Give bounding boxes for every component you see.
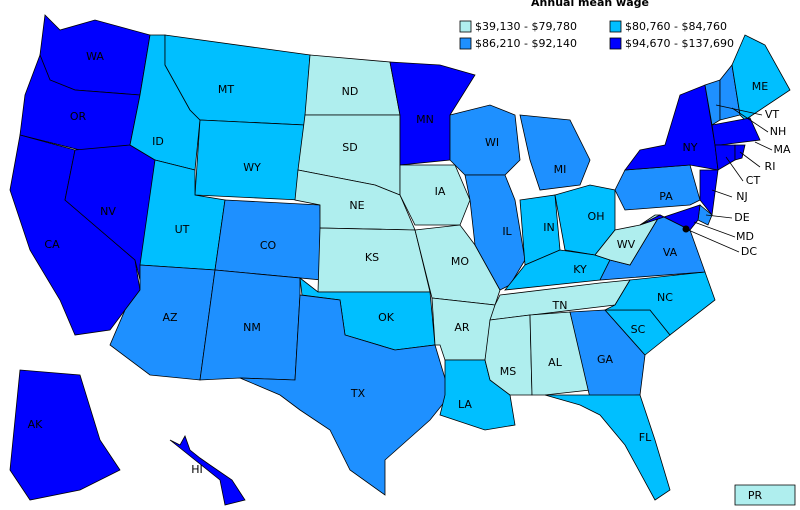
state-label: MA bbox=[773, 143, 790, 156]
state-label: DC bbox=[741, 245, 757, 258]
state bbox=[449, 104, 521, 176]
state-label: PA bbox=[659, 190, 673, 203]
state-label: MO bbox=[451, 255, 469, 268]
state bbox=[544, 394, 671, 501]
state-label: NH bbox=[770, 125, 787, 138]
state-label: NY bbox=[683, 141, 698, 154]
state-label: HI bbox=[191, 463, 203, 476]
state-label: VA bbox=[663, 246, 678, 259]
state bbox=[194, 119, 306, 201]
state-label: MN bbox=[416, 113, 434, 126]
legend-swatch bbox=[459, 20, 472, 33]
state-label: NC bbox=[657, 291, 673, 304]
states bbox=[9, 14, 796, 506]
state bbox=[714, 144, 736, 171]
state-label: AZ bbox=[162, 311, 178, 324]
state bbox=[239, 294, 451, 496]
state-label: GA bbox=[597, 353, 614, 366]
state-labels: WA OR CA NV ID MT WY UT CO AZ NM ND SD NE KS OK TX MN IA MO… bbox=[28, 50, 791, 502]
leader-line bbox=[693, 221, 736, 238]
state-label: ID bbox=[152, 135, 164, 148]
state-label: AK bbox=[28, 418, 44, 431]
state-label: KY bbox=[573, 263, 587, 276]
leader-line bbox=[754, 141, 773, 151]
state-label: VT bbox=[765, 108, 780, 121]
state-label: WY bbox=[243, 161, 261, 174]
state bbox=[614, 164, 701, 211]
state-label: CA bbox=[44, 238, 60, 251]
state-label: MD bbox=[736, 230, 754, 243]
leader-line bbox=[715, 104, 763, 116]
state-label: NM bbox=[243, 321, 261, 334]
state-label: NV bbox=[100, 205, 116, 218]
state-label: OH bbox=[588, 210, 605, 223]
legend-swatch bbox=[459, 37, 472, 50]
state-label: SD bbox=[342, 141, 357, 154]
state bbox=[169, 435, 246, 506]
state-label: TX bbox=[350, 387, 366, 400]
state bbox=[711, 117, 761, 146]
state bbox=[639, 204, 701, 231]
state-label: WA bbox=[86, 50, 104, 63]
legend-title: Annual mean wage bbox=[531, 0, 649, 9]
state-label: TN bbox=[552, 299, 568, 312]
state-label: IN bbox=[543, 221, 554, 234]
leader-line bbox=[725, 156, 744, 182]
state bbox=[734, 484, 796, 506]
state-label: DE bbox=[734, 211, 749, 224]
state bbox=[9, 369, 121, 501]
legend-label: $80,760 - $84,760 bbox=[625, 20, 727, 33]
state-label: SC bbox=[631, 323, 646, 336]
state bbox=[604, 271, 716, 336]
legend-label: $86,210 - $92,140 bbox=[475, 37, 577, 50]
state-label: PR bbox=[748, 489, 763, 502]
state-label: IL bbox=[502, 225, 512, 238]
state-label: WI bbox=[485, 136, 499, 149]
state-label: MI bbox=[554, 163, 567, 176]
state bbox=[594, 214, 661, 266]
legend-swatch bbox=[609, 20, 622, 33]
state bbox=[569, 309, 646, 399]
state-label: WV bbox=[617, 238, 636, 251]
state-label: MT bbox=[218, 83, 234, 96]
state-label: AR bbox=[454, 321, 470, 334]
leader-line bbox=[685, 228, 740, 253]
leader-line bbox=[739, 151, 761, 168]
state-label: ME bbox=[752, 80, 768, 93]
state-label: CT bbox=[746, 174, 761, 187]
state-label: FL bbox=[639, 431, 652, 444]
state-label: OR bbox=[70, 110, 87, 123]
leader-line bbox=[711, 189, 733, 198]
state-label: LA bbox=[458, 398, 472, 411]
state-label: OK bbox=[378, 311, 395, 324]
state-label: CO bbox=[260, 239, 277, 252]
leader-line bbox=[731, 107, 769, 133]
legend-label: $39,130 - $79,780 bbox=[475, 20, 577, 33]
state-label: IA bbox=[435, 185, 446, 198]
state-label: AL bbox=[548, 356, 563, 369]
state-label: NJ bbox=[736, 190, 747, 203]
state-label: RI bbox=[765, 160, 776, 173]
state-label: MS bbox=[500, 365, 516, 378]
state-label: NE bbox=[349, 199, 364, 212]
state bbox=[624, 84, 719, 171]
leader-line bbox=[705, 214, 733, 219]
state bbox=[731, 34, 791, 121]
legend-swatch bbox=[609, 37, 622, 50]
state bbox=[519, 114, 591, 191]
state-label: KS bbox=[365, 251, 379, 264]
legend-label: $94,670 - $137,690 bbox=[625, 37, 734, 50]
state-label: UT bbox=[175, 223, 190, 236]
state-label: ND bbox=[342, 85, 359, 98]
